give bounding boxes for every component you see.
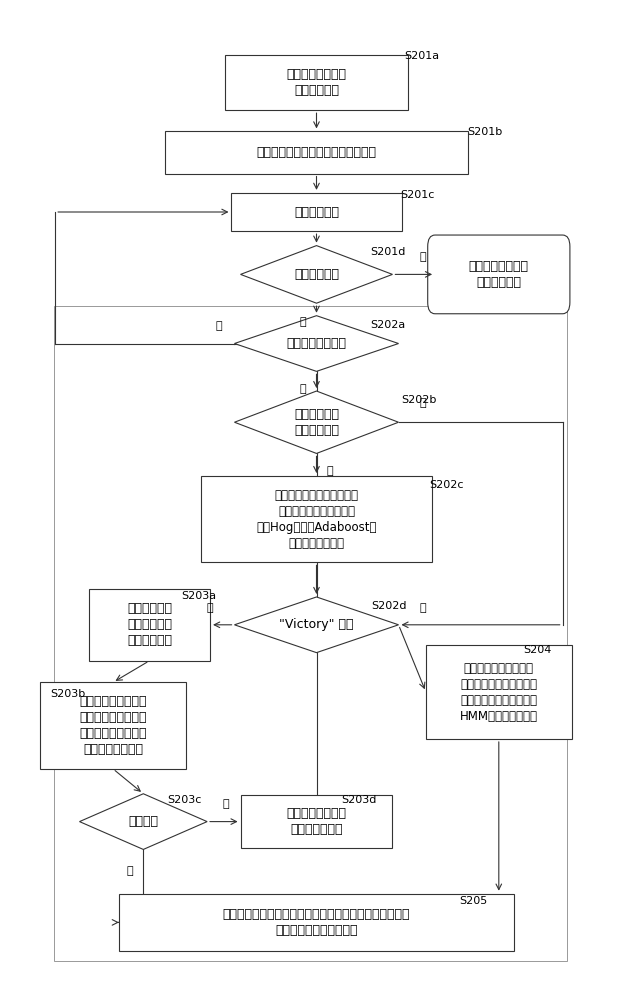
Polygon shape bbox=[241, 246, 392, 303]
Text: S203a: S203a bbox=[182, 591, 216, 601]
Text: S203d: S203d bbox=[341, 795, 376, 805]
Text: 统一处理体感操作的识别结果，合理的对应于数字电视的
菜单操作和节目播放控制: 统一处理体感操作的识别结果，合理的对应于数字电视的 菜单操作和节目播放控制 bbox=[223, 908, 410, 937]
Polygon shape bbox=[234, 316, 399, 371]
FancyBboxPatch shape bbox=[428, 235, 570, 314]
Text: 将控制窗口布
局按键键盘，
开始按键操作: 将控制窗口布 局按键键盘， 开始按键操作 bbox=[127, 602, 172, 647]
Text: S204: S204 bbox=[523, 645, 551, 655]
Text: 是: 是 bbox=[222, 799, 229, 809]
Text: S201d: S201d bbox=[370, 247, 405, 257]
FancyBboxPatch shape bbox=[225, 55, 408, 110]
Text: 否: 否 bbox=[420, 398, 426, 408]
Text: 否: 否 bbox=[300, 384, 306, 394]
Text: 是: 是 bbox=[327, 466, 333, 476]
Text: S202b: S202b bbox=[401, 395, 437, 405]
Text: S202c: S202c bbox=[429, 480, 463, 490]
Text: 二值化并分割手部图
像，进行基于指尖动
态方差和指间夹角的
指尖点点击识别。: 二值化并分割手部图 像，进行基于指尖动 态方差和指间夹角的 指尖点点击识别。 bbox=[79, 695, 147, 756]
Polygon shape bbox=[234, 391, 399, 453]
Text: 否: 否 bbox=[420, 603, 426, 613]
Text: S202a: S202a bbox=[370, 320, 405, 330]
Text: S205: S205 bbox=[460, 896, 487, 906]
Text: 是: 是 bbox=[216, 321, 223, 331]
FancyBboxPatch shape bbox=[241, 795, 392, 848]
Text: 关闭键盘，重新显
示控制监视窗口: 关闭键盘，重新显 示控制监视窗口 bbox=[287, 807, 346, 836]
Text: 用户权限获取: 用户权限获取 bbox=[294, 206, 339, 219]
Text: 是否释放控制: 是否释放控制 bbox=[294, 268, 339, 281]
Text: 关闭控制监视窗口
本次控制结束: 关闭控制监视窗口 本次控制结束 bbox=[469, 260, 529, 289]
Text: 否: 否 bbox=[127, 866, 134, 876]
Text: S201a: S201a bbox=[404, 51, 440, 61]
Text: 否: 否 bbox=[300, 317, 306, 327]
Text: S202d: S202d bbox=[371, 601, 406, 611]
Text: 是否处于按键操作: 是否处于按键操作 bbox=[287, 337, 346, 350]
FancyBboxPatch shape bbox=[89, 589, 210, 661]
Text: 是: 是 bbox=[207, 603, 213, 613]
FancyBboxPatch shape bbox=[232, 193, 401, 231]
FancyBboxPatch shape bbox=[426, 645, 572, 739]
FancyBboxPatch shape bbox=[40, 682, 186, 769]
Text: "Victory" 手势: "Victory" 手势 bbox=[279, 618, 354, 631]
Text: 达到静态手势
识别时间间隔: 达到静态手势 识别时间间隔 bbox=[294, 408, 339, 437]
Text: 判断控制者手掌心操作
轨迹的起始，并提取有效
的轨迹点，进行基于改进
HMM的动态手势识别: 判断控制者手掌心操作 轨迹的起始，并提取有效 的轨迹点，进行基于改进 HMM的动… bbox=[460, 662, 538, 722]
Text: 捕获用户主动挥手
要求获取控制: 捕获用户主动挥手 要求获取控制 bbox=[287, 68, 346, 97]
Text: 是: 是 bbox=[420, 252, 426, 262]
FancyBboxPatch shape bbox=[201, 476, 432, 562]
FancyBboxPatch shape bbox=[119, 894, 514, 951]
Text: S201b: S201b bbox=[467, 127, 503, 137]
Text: S203c: S203c bbox=[168, 795, 202, 805]
Polygon shape bbox=[80, 794, 207, 849]
Text: S203b: S203b bbox=[51, 689, 85, 699]
FancyBboxPatch shape bbox=[165, 131, 468, 174]
Text: 对控制者手部彩色图像进行
分割，对得到的图像进行
基于Hog特征和Adaboost训
练的静态手势识别: 对控制者手部彩色图像进行 分割，对得到的图像进行 基于Hog特征和Adaboos… bbox=[256, 489, 377, 550]
Text: 按键结束: 按键结束 bbox=[128, 815, 158, 828]
Text: S201c: S201c bbox=[400, 190, 435, 200]
Polygon shape bbox=[234, 597, 399, 653]
Text: 开启视频监视窗口、绘制操作控制框: 开启视频监视窗口、绘制操作控制框 bbox=[256, 146, 377, 159]
